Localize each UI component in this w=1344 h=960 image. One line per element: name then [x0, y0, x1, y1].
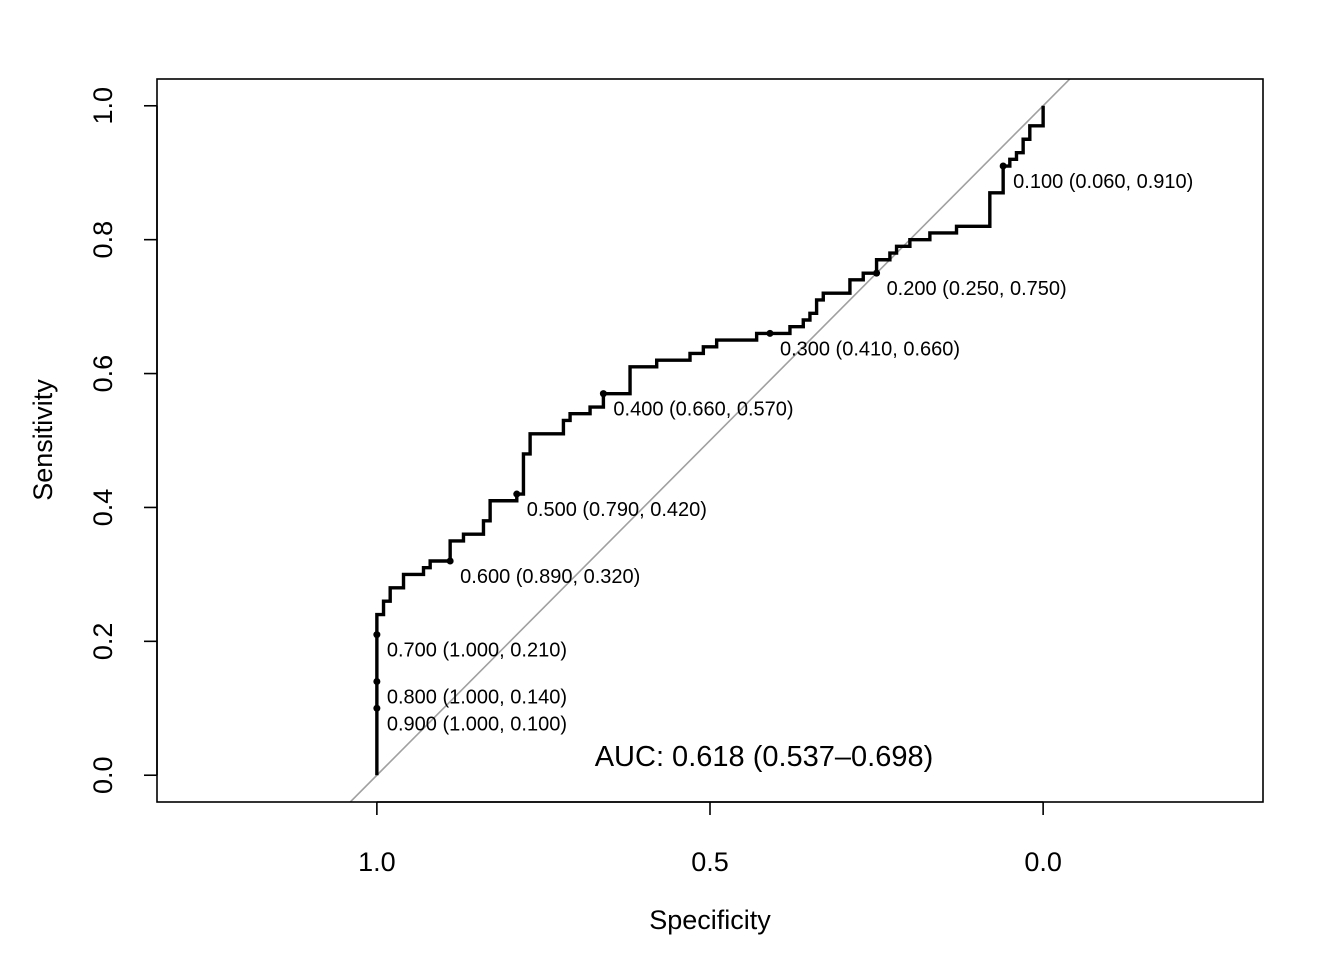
x-tick-label: 1.0 — [358, 847, 396, 877]
x-tick-label: 0.0 — [1024, 847, 1062, 877]
plot-area — [349, 79, 1071, 802]
x-tick-label: 0.5 — [691, 847, 729, 877]
x-axis: 1.0 0.5 0.0 — [358, 801, 1062, 877]
threshold-point — [766, 329, 774, 337]
threshold-label: 0.700 (1.000, 0.210) — [387, 640, 567, 662]
threshold-point — [373, 631, 381, 639]
threshold-label: 0.600 (0.890, 0.320) — [460, 566, 640, 588]
y-tick-label: 0.6 — [88, 355, 118, 393]
threshold-point — [446, 557, 454, 565]
y-tick-label: 1.0 — [88, 87, 118, 125]
threshold-point — [373, 704, 381, 712]
y-tick-label: 0.2 — [88, 623, 118, 661]
threshold-point — [513, 490, 521, 498]
x-axis-title: Specificity — [649, 905, 771, 935]
roc-curve-line — [375, 105, 1045, 776]
reference-diagonal-line — [349, 79, 1071, 802]
auc-annotation: AUC: 0.618 (0.537–0.698) — [595, 741, 934, 773]
y-tick-label: 0.0 — [88, 756, 118, 794]
y-tick-label: 0.4 — [88, 489, 118, 527]
threshold-point — [873, 269, 881, 277]
threshold-label: 0.500 (0.790, 0.420) — [527, 499, 707, 521]
threshold-point — [999, 162, 1007, 170]
threshold-label: 0.100 (0.060, 0.910) — [1013, 171, 1193, 193]
threshold-label: 0.300 (0.410, 0.660) — [780, 338, 960, 360]
y-tick-label: 0.8 — [88, 221, 118, 259]
threshold-point — [373, 678, 381, 685]
threshold-label: 0.400 (0.660, 0.570) — [613, 399, 793, 421]
threshold-point — [599, 390, 607, 398]
threshold-label: 0.900 (1.000, 0.100) — [387, 713, 567, 735]
y-axis-title: Sensitivity — [28, 379, 58, 501]
y-axis: 0.0 0.2 0.4 0.6 0.8 1.0 — [88, 87, 158, 794]
threshold-label: 0.800 (1.000, 0.140) — [387, 687, 567, 709]
threshold-labels: 0.100 (0.060, 0.910) 0.200 (0.250, 0.750)… — [387, 171, 1193, 735]
threshold-label: 0.200 (0.250, 0.750) — [887, 278, 1067, 300]
